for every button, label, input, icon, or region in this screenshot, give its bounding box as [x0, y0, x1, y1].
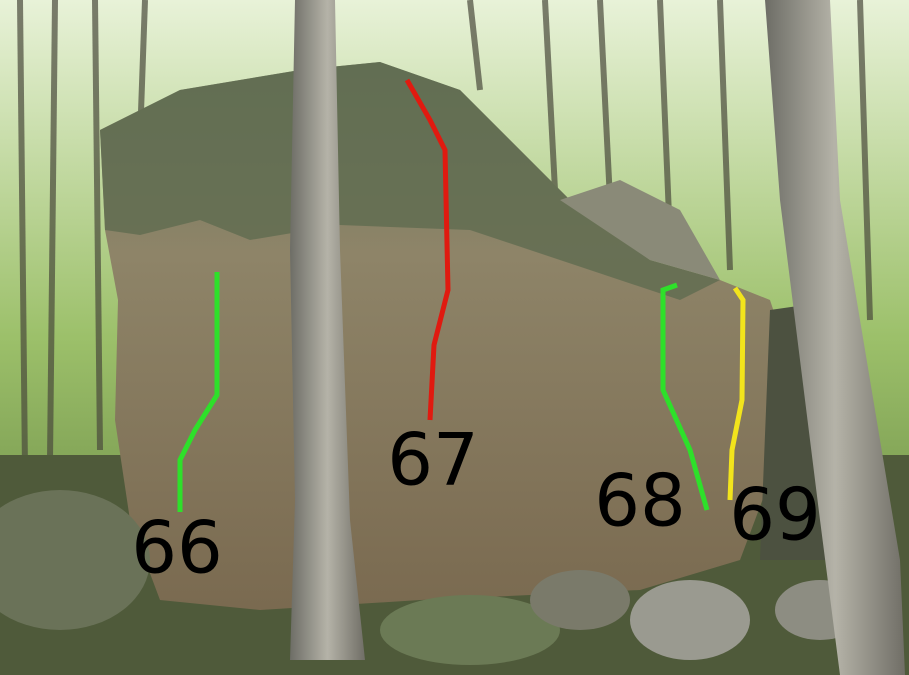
page: 66 67 68 69 (() => { const data = JSON.p…	[0, 0, 909, 675]
route-label: 66	[131, 506, 223, 590]
route-label: 67	[387, 418, 479, 502]
route-label: 68	[594, 459, 686, 543]
route-label: 69	[729, 473, 821, 557]
photo: 66 67 68 69	[0, 0, 909, 675]
